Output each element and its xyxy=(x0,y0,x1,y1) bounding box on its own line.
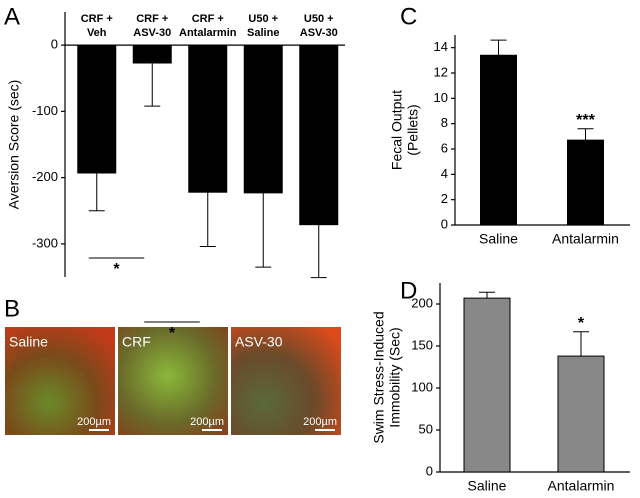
y-tick-label: 0 xyxy=(51,37,58,52)
x-tick-label: Antalarmin xyxy=(548,478,615,494)
error-bar xyxy=(144,63,161,107)
y-tick-label: 4 xyxy=(441,166,448,181)
scale-label: 200µm xyxy=(77,416,111,428)
y-tick-label: 0 xyxy=(426,463,433,478)
x-tick-label: U50 + xyxy=(304,13,334,25)
x-tick-label: Saline xyxy=(247,27,279,39)
scale-label: 200µm xyxy=(190,416,224,428)
x-tick-label: Antalarmin xyxy=(179,27,237,39)
x-tick-label: U50 + xyxy=(248,13,278,25)
x-tick-label: CRF + xyxy=(192,13,224,25)
y-tick-label: -300 xyxy=(32,235,58,250)
x-tick-label: Veh xyxy=(87,27,107,39)
annotation: * xyxy=(113,261,120,278)
micrograph xyxy=(5,327,115,435)
image-label: Saline xyxy=(9,334,48,350)
y-axis-label: Aversion Score (sec) xyxy=(6,80,22,210)
error-bar xyxy=(310,224,327,279)
y-tick-label: 6 xyxy=(441,140,448,155)
y-tick-label: 200 xyxy=(411,295,433,310)
bar xyxy=(243,44,283,194)
y-axis-label: Immobility (Sec) xyxy=(387,327,403,427)
bar xyxy=(77,44,117,174)
error-bar xyxy=(199,192,216,248)
y-axis-label: Swim Stress-Induced xyxy=(371,311,387,443)
bar xyxy=(567,139,604,226)
y-tick-label: 14 xyxy=(434,39,448,54)
y-tick-label: -200 xyxy=(32,169,58,184)
y-tick-label: 8 xyxy=(441,115,448,130)
panel-b: B xyxy=(4,295,341,435)
error-bar xyxy=(479,291,495,299)
y-tick-label: 150 xyxy=(411,337,433,352)
image-label: CRF xyxy=(122,334,151,350)
y-tick-label: 100 xyxy=(411,379,433,394)
error-bar xyxy=(577,128,594,141)
y-tick-label: -100 xyxy=(32,103,58,118)
micrograph xyxy=(118,327,228,435)
y-tick-label: 0 xyxy=(441,216,448,231)
annotation: * xyxy=(169,325,176,342)
error-bar xyxy=(255,192,272,268)
panel-letter: C xyxy=(400,3,417,30)
bar xyxy=(557,355,605,473)
x-tick-label: Saline xyxy=(468,478,507,494)
annotation: * xyxy=(578,315,585,332)
scale-label: 200µm xyxy=(303,416,337,428)
y-tick-label: 12 xyxy=(434,64,448,79)
bar xyxy=(132,44,172,64)
error-bar xyxy=(88,172,105,212)
panel-letter: A xyxy=(4,3,20,30)
error-bar xyxy=(573,331,589,357)
panel-letter: B xyxy=(4,295,20,322)
bar xyxy=(480,54,517,226)
x-tick-label: ASV-30 xyxy=(133,27,171,39)
x-tick-label: CRF + xyxy=(136,13,168,25)
bar xyxy=(463,297,511,473)
y-tick-label: 10 xyxy=(434,90,448,105)
micrograph xyxy=(231,327,341,435)
annotation: *** xyxy=(576,112,595,129)
y-tick-label: 2 xyxy=(441,191,448,206)
x-tick-label: ASV-30 xyxy=(300,27,338,39)
y-tick-label: 50 xyxy=(419,421,433,436)
panel-letter: D xyxy=(400,277,417,304)
x-tick-label: CRF + xyxy=(81,13,113,25)
x-tick-label: Saline xyxy=(479,231,518,247)
bar xyxy=(188,44,228,193)
y-axis-label: Fecal Output xyxy=(389,90,405,170)
y-axis-label: (Pellets) xyxy=(405,104,421,155)
error-bar xyxy=(490,39,507,56)
bar xyxy=(299,44,339,226)
image-label: ASV-30 xyxy=(235,334,283,350)
x-tick-label: Antalarmin xyxy=(552,231,619,247)
